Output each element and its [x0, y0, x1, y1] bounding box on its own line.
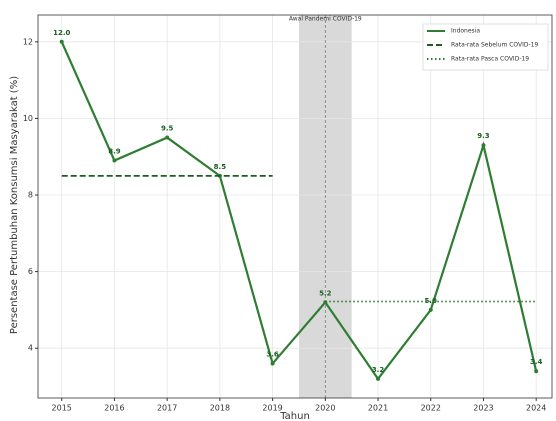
- value-label: 3.6: [266, 351, 279, 359]
- y-tick-label: 12: [23, 37, 33, 46]
- point: [376, 376, 381, 381]
- point: [428, 307, 433, 312]
- point: [165, 135, 170, 140]
- value-label: 3.2: [372, 366, 385, 374]
- value-label: 12.0: [53, 29, 70, 37]
- legend-label: Rata-rata Sebelum COVID-19: [451, 42, 538, 49]
- value-label: 9.3: [477, 132, 490, 140]
- point: [270, 361, 275, 366]
- y-tick-label: 6: [28, 267, 33, 276]
- x-axis-label: Tahun: [279, 411, 310, 421]
- y-tick-label: 4: [28, 344, 33, 353]
- x-tick-label: 2023: [473, 404, 493, 413]
- legend-label: Rata-rata Pasca COVID-19: [451, 56, 529, 63]
- x-tick-label: 2019: [262, 404, 282, 413]
- plot-frame: [37, 14, 553, 399]
- y-axis-label: Persentase Pertumbuhan Konsumsi Masyarak…: [9, 76, 20, 334]
- point: [112, 158, 117, 163]
- x-tick-label: 2020: [315, 404, 335, 413]
- y-tick-label: 10: [23, 114, 33, 123]
- value-label: 3.4: [530, 358, 543, 366]
- x-tick-label: 2022: [421, 404, 441, 413]
- y-tick-label: 8: [28, 191, 33, 200]
- value-label: 5.2: [319, 289, 332, 297]
- point: [481, 143, 486, 148]
- series-line: [60, 41, 538, 381]
- annotation: Awal Pandemi COVID-19: [289, 16, 362, 23]
- value-label: 8.5: [214, 163, 227, 171]
- x-tick-label: 2024: [526, 404, 546, 413]
- legend-label: Indonesia: [451, 28, 480, 35]
- x-tick-label: 2017: [157, 404, 177, 413]
- x-tick-label: 2015: [52, 404, 72, 413]
- value-label: 9.5: [161, 125, 174, 133]
- x-tick-label: 2021: [368, 404, 388, 413]
- point: [59, 39, 64, 44]
- value-label: 8.9: [108, 148, 121, 156]
- point: [534, 369, 539, 374]
- x-tick-label: 2018: [210, 404, 230, 413]
- x-tick-label: 2016: [104, 404, 124, 413]
